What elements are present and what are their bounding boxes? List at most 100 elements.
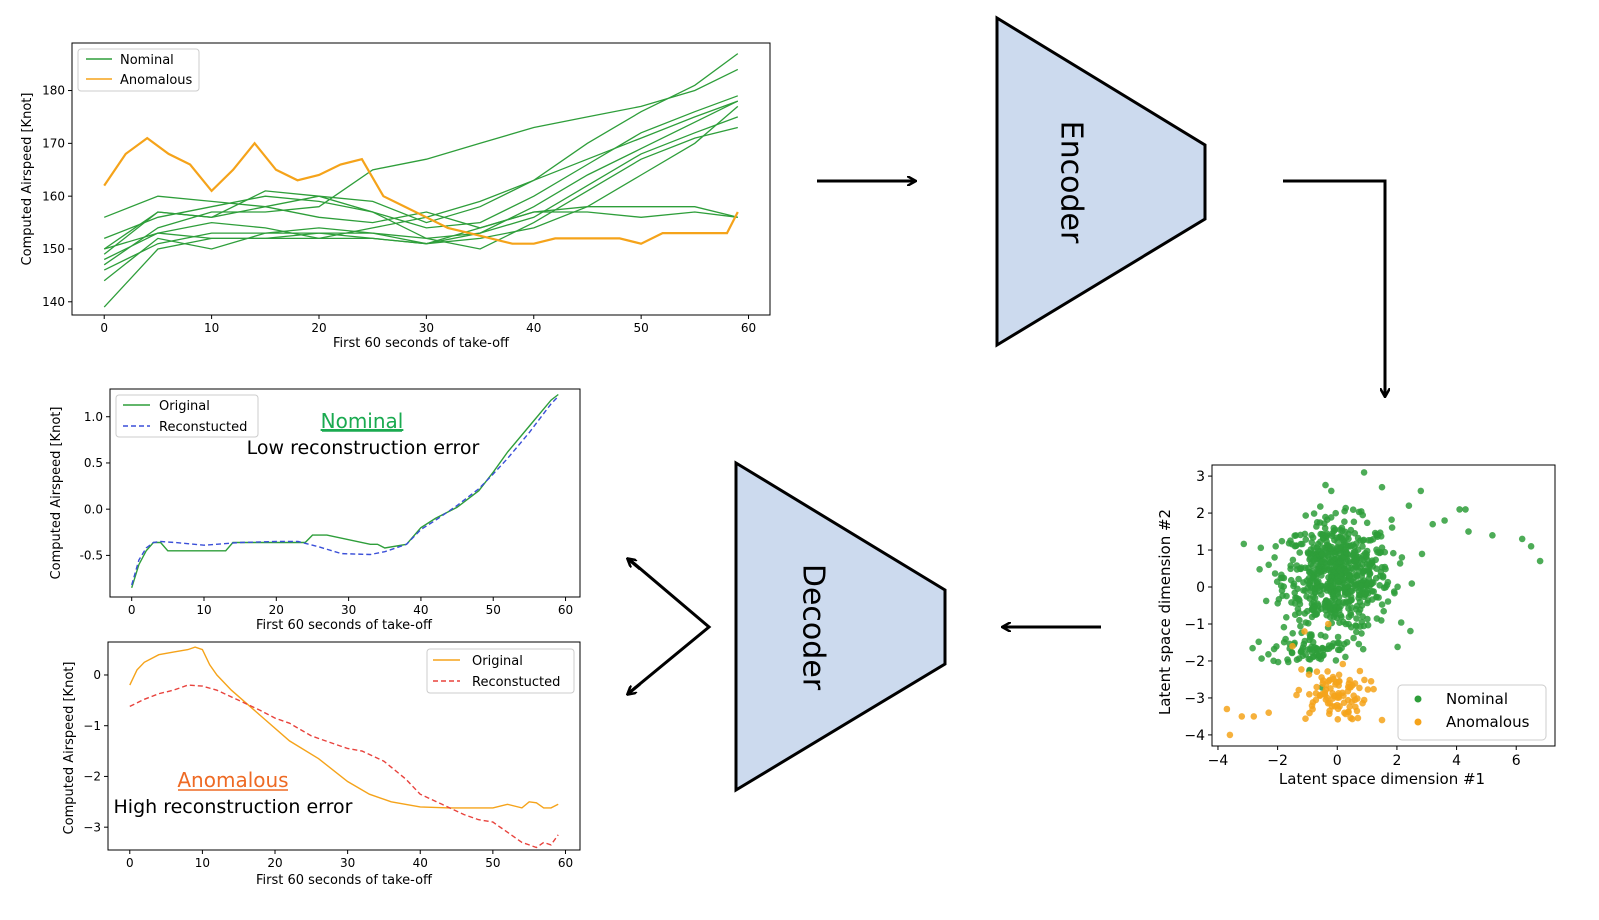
nominal-point bbox=[1363, 582, 1370, 589]
nominal-point bbox=[1303, 593, 1310, 600]
anomalous-point bbox=[1250, 713, 1258, 720]
y-tick-label: 3 bbox=[1196, 469, 1205, 485]
nominal-point bbox=[1342, 600, 1349, 607]
nominal-point bbox=[1297, 622, 1304, 630]
nominal-point bbox=[1296, 616, 1303, 624]
anomalous-point bbox=[1356, 684, 1363, 692]
nominal-point bbox=[1353, 615, 1360, 622]
nominal-point bbox=[1295, 595, 1302, 603]
nominal-point bbox=[1380, 607, 1387, 615]
anomalous-point bbox=[1223, 705, 1231, 713]
y-tick-label: −2 bbox=[83, 770, 101, 784]
anomalous-point bbox=[1356, 667, 1364, 675]
nominal-point bbox=[1489, 532, 1496, 539]
nominal-point bbox=[1353, 622, 1360, 630]
nominal-point bbox=[1365, 568, 1373, 575]
nominal-point bbox=[1376, 582, 1383, 589]
nominal-series-line-9 bbox=[103, 211, 738, 261]
nominal-point bbox=[1358, 602, 1366, 609]
anomalous-point bbox=[1353, 707, 1361, 715]
nominal-point bbox=[1358, 555, 1365, 562]
encoder-block: Encoder bbox=[995, 15, 1207, 348]
y-tick-label: −4 bbox=[1184, 728, 1205, 744]
x-tick-label: 60 bbox=[558, 856, 573, 870]
anomalous-point bbox=[1306, 691, 1313, 698]
arrow-to-nominal-output bbox=[628, 559, 641, 571]
nominal-point bbox=[1359, 645, 1367, 653]
anomalous-point bbox=[1226, 731, 1234, 739]
nominal-point bbox=[1378, 483, 1386, 491]
nominal-point bbox=[1323, 530, 1331, 537]
nominal-point bbox=[1343, 639, 1351, 646]
nominal-point bbox=[1288, 649, 1296, 657]
y-axis-label: Computed Airspeed [Knot] bbox=[49, 407, 64, 580]
nominal-point bbox=[1330, 640, 1337, 647]
y-tick-label: −3 bbox=[1184, 691, 1205, 707]
nominal-point bbox=[1280, 623, 1288, 631]
anomalous-point bbox=[1335, 671, 1343, 679]
x-tick-label: 60 bbox=[558, 603, 573, 617]
nominal-point bbox=[1327, 545, 1334, 552]
x-tick-label: 30 bbox=[340, 856, 355, 870]
nominal-point bbox=[1309, 638, 1317, 646]
nominal-point bbox=[1417, 487, 1425, 495]
x-axis-label: First 60 seconds of take-off bbox=[256, 873, 433, 888]
anomalous-point bbox=[1370, 685, 1377, 693]
nominal-point bbox=[1289, 556, 1297, 564]
legend-label-original: Original bbox=[159, 399, 210, 414]
nominal-point bbox=[1270, 657, 1277, 665]
x-tick-label: 0 bbox=[1333, 753, 1342, 769]
anomalous-point bbox=[1367, 678, 1375, 685]
nominal-point bbox=[1302, 536, 1310, 543]
nominal-point bbox=[1326, 613, 1334, 621]
nominal-point bbox=[1405, 502, 1413, 510]
legend-label-reconstructed: Reconstucted bbox=[472, 675, 560, 690]
nominal-point bbox=[1272, 543, 1279, 550]
nominal-point bbox=[1304, 584, 1311, 592]
nominal-point bbox=[1257, 544, 1265, 552]
x-axis-ticks: 0 10 20 30 40 50 60 bbox=[100, 315, 756, 335]
y-axis-ticks: −4 −3 −2 −1 0 1 2 3 bbox=[1184, 469, 1212, 744]
nominal-point bbox=[1373, 615, 1381, 622]
nominal-point bbox=[1536, 557, 1544, 565]
series-lines bbox=[129, 646, 559, 849]
anomalous-point bbox=[1312, 690, 1320, 697]
nominal-point bbox=[1310, 510, 1318, 517]
nominal-point bbox=[1265, 651, 1272, 658]
legend-label-reconstructed: Reconstucted bbox=[159, 420, 247, 435]
nominal-point bbox=[1364, 590, 1372, 597]
nominal-point bbox=[1345, 620, 1352, 628]
nominal-point bbox=[1290, 580, 1298, 587]
nominal-point bbox=[1335, 578, 1342, 585]
anomalous-point bbox=[1302, 715, 1309, 722]
nominal-point bbox=[1359, 537, 1367, 544]
nominal-point bbox=[1373, 593, 1380, 601]
decoder-block: Decoder bbox=[734, 460, 947, 793]
nominal-point bbox=[1271, 554, 1278, 561]
x-axis-ticks: −4 −2 0 2 4 6 bbox=[1208, 746, 1521, 769]
nominal-point bbox=[1308, 649, 1316, 656]
nominal-point bbox=[1278, 571, 1285, 579]
y-axis-label: Computed Airspeed [Knot] bbox=[62, 662, 77, 835]
nominal-point bbox=[1334, 588, 1341, 595]
nominal-point bbox=[1349, 506, 1357, 513]
legend-swatch-anomalous bbox=[1414, 718, 1422, 726]
nominal-point bbox=[1291, 589, 1298, 597]
x-tick-label: 50 bbox=[633, 321, 648, 335]
nominal-point bbox=[1465, 528, 1472, 535]
nominal-point bbox=[1318, 558, 1325, 565]
series-lines bbox=[103, 53, 739, 308]
nominal-point bbox=[1345, 535, 1352, 543]
nominal-point bbox=[1338, 534, 1345, 542]
nominal-point bbox=[1407, 627, 1414, 635]
nominal-point bbox=[1297, 531, 1304, 539]
nominal-point bbox=[1364, 615, 1371, 623]
x-tick-label: 4 bbox=[1452, 753, 1461, 769]
nominal-point bbox=[1396, 560, 1404, 567]
nominal-point bbox=[1337, 611, 1344, 619]
nominal-point bbox=[1327, 578, 1334, 586]
x-tick-label: 40 bbox=[413, 603, 428, 617]
anomalous-point bbox=[1298, 666, 1305, 673]
nominal-point bbox=[1262, 597, 1270, 605]
x-tick-label: 0 bbox=[100, 321, 108, 335]
